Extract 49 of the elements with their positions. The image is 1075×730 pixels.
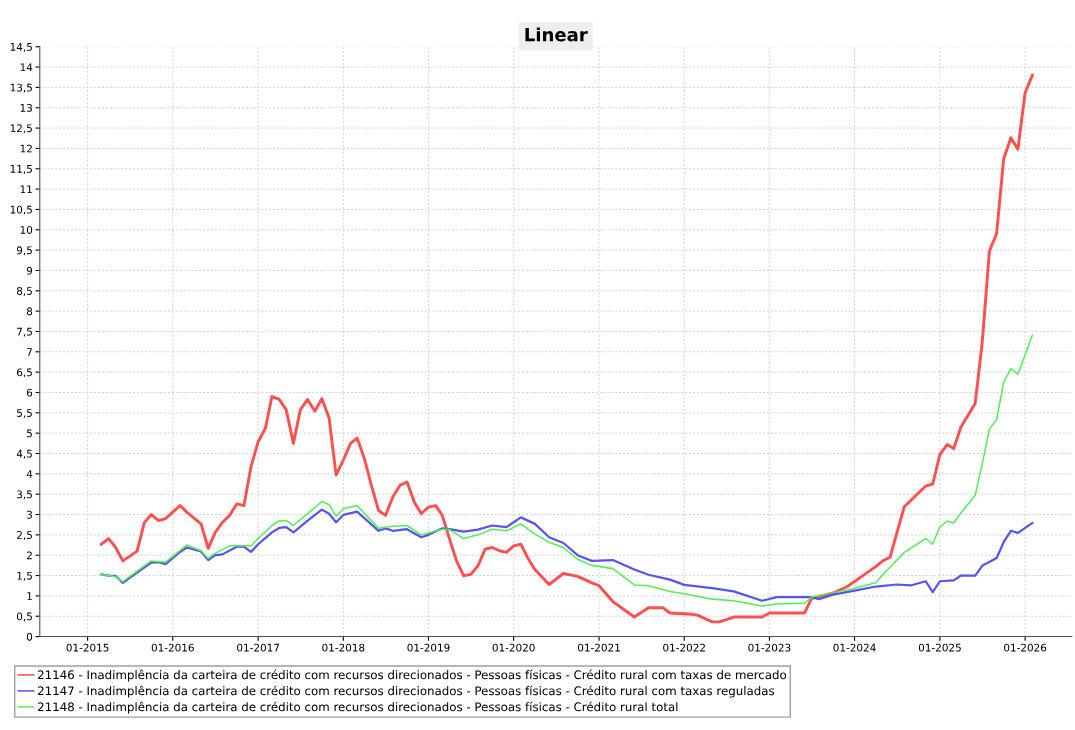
legend-label: 21147 - Inadimplência da carteira de crédito com recursos direcionados - Pessoas físicas - Crédito rural com taxas reguladas (38, 685, 775, 698)
y-tick-label: 8 (26, 307, 33, 316)
x-tick-label: 01-2021 (577, 643, 620, 652)
y-tick-label: 7,5 (17, 327, 32, 337)
y-tick-label: 7 (27, 348, 32, 356)
x-tick-label: 01-2023 (748, 643, 791, 652)
x-tick-label: 01-2017 (237, 643, 280, 652)
legend-label: 21146 - Inadimplência da carteira de crédito com recursos direcionados - Pessoas físicas - Crédito rural com taxas de mercado (38, 669, 787, 682)
y-tick-label: 11,5 (10, 165, 32, 174)
y-tick-label: 4,5 (16, 449, 32, 459)
x-tick-label: 01-2022 (663, 643, 705, 652)
y-tick-label: 0 (26, 632, 33, 641)
x-tick-label: 01-2020 (492, 643, 535, 652)
y-tick-label: 0,5 (16, 612, 32, 622)
y-tick-label: 8,5 (16, 287, 32, 296)
y-tick-label: 10,5 (10, 205, 32, 215)
y-tick-label: 10 (20, 226, 33, 234)
y-tick-label: 14,5 (10, 43, 32, 52)
y-tick-label: 1 (27, 592, 32, 600)
y-tick-label: 11 (20, 185, 32, 194)
y-tick-label: 13 (20, 103, 32, 112)
y-tick-label: 6,5 (16, 368, 32, 378)
y-tick-label: 5,5 (17, 409, 32, 418)
y-tick-label: 9,5 (16, 246, 32, 256)
x-tick-label: 01-2018 (322, 643, 365, 652)
y-tick-label: 1,5 (17, 571, 32, 581)
line-series (100, 334, 1034, 607)
y-tick-label: 9 (26, 266, 33, 275)
y-tick-label: 3 (27, 510, 32, 519)
y-tick-label: 14 (20, 63, 33, 72)
y-tick-label: 3,5 (17, 490, 32, 500)
line-series (100, 508, 1034, 602)
y-tick-label: 12 (20, 144, 32, 153)
y-tick-label: 6 (26, 388, 33, 397)
x-tick-label: 01-2015 (66, 643, 109, 652)
y-tick-label: 13,5 (10, 83, 32, 93)
y-tick-label: 4 (26, 470, 33, 478)
x-tick-label: 01-2024 (833, 643, 876, 652)
x-tick-label: 01-2025 (918, 643, 961, 652)
y-tick-label: 5 (27, 429, 32, 438)
legend-label: 21148 - Inadimplência da carteira de crédito com recursos direcionados - Pessoas físicas - Crédito rural total (38, 701, 678, 714)
y-tick-label: 2 (26, 551, 32, 560)
chart-title: Linear (525, 27, 588, 42)
line-series (99, 73, 1034, 624)
x-tick-label: 01-2019 (407, 643, 450, 652)
x-tick-label: 01-2016 (151, 643, 194, 652)
y-tick-label: 12,5 (10, 124, 32, 134)
y-tick-label: 2,5 (17, 531, 32, 541)
x-tick-label: 01-2026 (1004, 643, 1047, 652)
